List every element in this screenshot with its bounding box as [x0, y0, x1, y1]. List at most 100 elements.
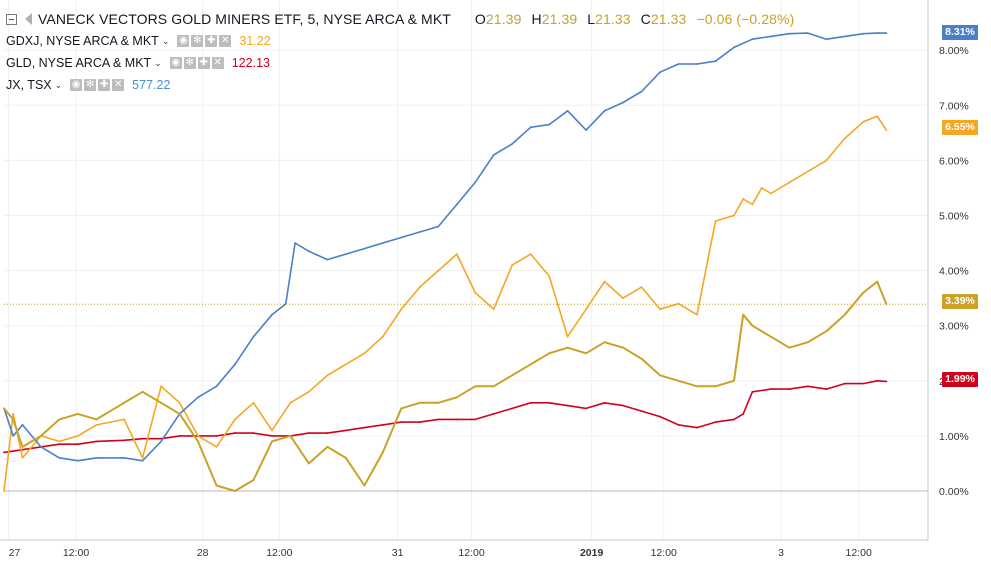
data-point-gdxj	[566, 335, 569, 338]
data-point-gdx	[770, 335, 772, 338]
data-point-gdxj	[788, 181, 791, 184]
data-point-jx	[474, 181, 477, 184]
data-point-gld	[603, 401, 606, 404]
data-point-gdx	[178, 413, 181, 415]
compare-value: 122.13	[231, 56, 270, 70]
data-point-gdxj	[492, 308, 495, 311]
data-point-gdx	[788, 346, 791, 349]
data-point-gdx	[400, 407, 403, 410]
y-tick-label: 5.00%	[939, 211, 969, 223]
x-tick-label: 31	[392, 547, 404, 559]
data-point-gld	[788, 388, 791, 390]
x-tick-label: 12:00	[458, 547, 484, 559]
data-point-gdxj	[58, 440, 61, 443]
data-point-gld	[345, 429, 347, 432]
data-point-gdx	[511, 374, 514, 377]
data-point-gdx	[825, 330, 828, 333]
data-point-gld	[677, 424, 680, 426]
close-icon[interactable]: ✕	[211, 57, 224, 69]
data-point-gdx	[77, 413, 79, 415]
data-point-gld	[742, 413, 745, 415]
data-point-gld	[751, 390, 754, 393]
x-tick-label: 12:00	[846, 547, 872, 559]
gear-icon[interactable]: ✻	[191, 35, 204, 47]
close-icon[interactable]: ✕	[112, 79, 125, 91]
data-point-gld	[511, 407, 514, 410]
data-point-gld	[326, 432, 329, 434]
close-key: C	[640, 11, 651, 27]
data-point-jx	[770, 35, 772, 38]
data-point-gdx	[548, 352, 551, 355]
plus-icon[interactable]: ✚	[98, 79, 111, 91]
data-point-gdxj	[418, 286, 421, 288]
data-point-gdxj	[876, 115, 879, 118]
data-point-jx	[677, 63, 680, 65]
data-point-gdxj	[742, 198, 745, 200]
data-point-gdx	[252, 479, 255, 481]
y-tick-label: 7.00%	[939, 100, 969, 112]
legend-compare-row: GLD, NYSE ARCA & MKT ⌄ ◉ ✻ ✚ ✕ 122.13	[6, 52, 794, 74]
chevron-down-icon[interactable]: ⌄	[154, 57, 162, 68]
data-point-gdxj	[12, 413, 15, 415]
data-point-gdxj	[21, 457, 24, 459]
data-point-gdxj	[178, 401, 181, 404]
data-point-gdxj	[714, 220, 717, 222]
data-point-gdx	[21, 446, 24, 448]
chevron-down-icon[interactable]: ⌄	[161, 35, 170, 46]
data-point-gdx	[40, 435, 42, 437]
data-point-gdx	[742, 313, 745, 316]
compare-symbol[interactable]: JX, TSX	[6, 78, 52, 92]
low-key: L	[587, 11, 596, 27]
data-point-jx	[825, 38, 828, 41]
data-point-gld	[400, 421, 403, 423]
legend-main-row: VANECK VECTORS GOLD MINERS ETF, 5, NYSE …	[6, 8, 794, 30]
eye-icon[interactable]: ◉	[70, 79, 83, 91]
high-key: H	[531, 11, 542, 27]
data-point-jx	[58, 457, 61, 459]
data-point-gld	[178, 435, 181, 437]
compare-symbol[interactable]: GLD, NYSE ARCA & MKT	[6, 56, 152, 70]
data-point-gdx	[12, 418, 15, 421]
compare-symbol[interactable]: GDXJ, NYSE ARCA & MKT	[6, 34, 159, 48]
data-point-gld	[308, 432, 310, 434]
plus-icon[interactable]: ✚	[205, 35, 218, 47]
y-tick-label: 8.00%	[939, 45, 969, 57]
data-point-gdxj	[474, 291, 477, 294]
data-point-gld	[659, 415, 661, 418]
data-point-gdxj	[308, 390, 310, 393]
data-point-gdxj	[326, 374, 329, 377]
data-point-gdx	[585, 352, 587, 355]
eye-icon[interactable]: ◉	[169, 57, 182, 69]
close-icon[interactable]: ✕	[219, 35, 232, 47]
data-point-gld	[141, 437, 144, 440]
data-point-gld	[3, 451, 5, 454]
data-point-gdx	[529, 363, 532, 366]
high-value: 21.39	[541, 11, 578, 27]
data-point-gdx	[437, 401, 440, 404]
collapse-legend-button[interactable]	[6, 13, 17, 25]
data-point-gdxj	[760, 187, 763, 189]
data-point-gdxj	[77, 435, 79, 437]
data-point-gdx	[696, 385, 698, 388]
data-point-gdxj	[751, 203, 754, 206]
eye-icon[interactable]: ◉	[177, 35, 190, 47]
gdxj-price-tag: 6.55%	[942, 120, 978, 135]
series-controls: ◉ ✻ ✚ ✕	[169, 57, 226, 69]
plus-icon[interactable]: ✚	[197, 57, 210, 69]
data-point-gdx	[123, 401, 125, 404]
chevron-down-icon[interactable]: ⌄	[54, 79, 63, 90]
compare-value: 31.22	[239, 34, 271, 48]
gear-icon[interactable]: ✻	[183, 57, 196, 69]
data-point-jx	[492, 154, 495, 156]
open-value: 21.39	[485, 11, 522, 27]
data-point-jx	[141, 459, 144, 462]
data-point-gld	[843, 382, 846, 385]
data-point-gdxj	[252, 401, 255, 404]
data-point-gdx	[308, 462, 310, 465]
data-point-jx	[733, 46, 735, 49]
data-point-jx	[21, 424, 24, 426]
series-line-gld	[3, 380, 887, 454]
data-point-gdx	[862, 291, 865, 294]
gear-icon[interactable]: ✻	[84, 79, 97, 91]
